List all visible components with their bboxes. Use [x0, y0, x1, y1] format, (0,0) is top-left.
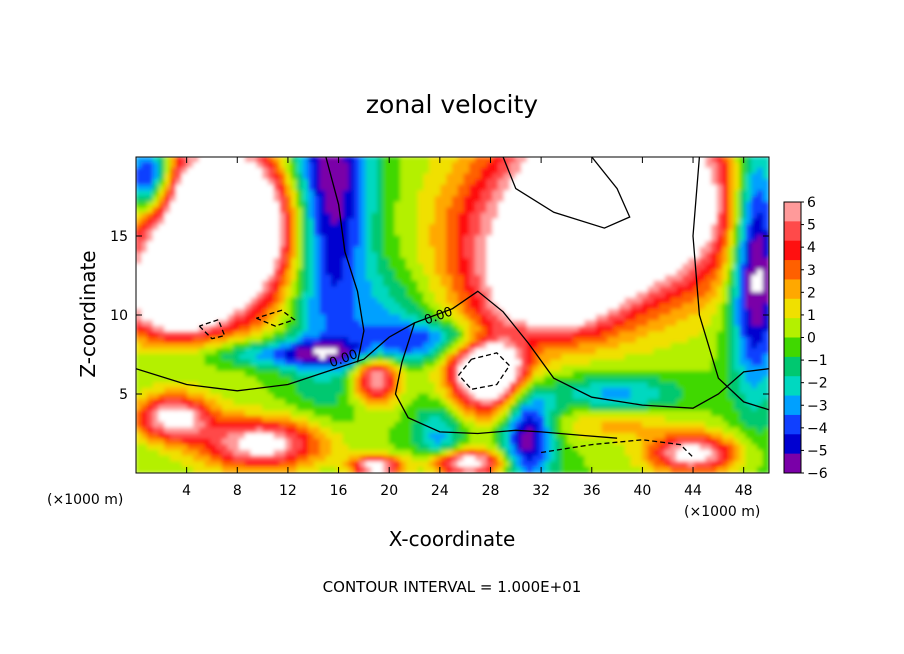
- colorbar-label: −1: [807, 353, 828, 369]
- zero-contour-lower-loop: [394, 322, 618, 439]
- colorbar-swatch: [784, 337, 801, 358]
- negative-contour-left-a: [198, 318, 226, 340]
- x-axis-label: X-coordinate: [389, 527, 516, 551]
- colorbar-swatch: [784, 395, 801, 416]
- contour-interval-note: CONTOUR INTERVAL = 1.000E+01: [323, 578, 582, 596]
- colorbar-label: −3: [807, 398, 828, 414]
- zero-contours: [136, 157, 769, 458]
- colorbar-swatch: [784, 453, 801, 474]
- colorbar-swatch: [784, 318, 801, 338]
- y-tick-label: 15: [110, 229, 128, 245]
- colorbar-swatch: [784, 279, 801, 300]
- negative-contour-bubble: [457, 352, 511, 391]
- y-tick-label: 5: [119, 387, 128, 403]
- y-tick-label: 10: [110, 308, 128, 324]
- colorbar-label: −5: [807, 443, 828, 459]
- colorbar-label: 2: [807, 285, 816, 301]
- x-unit-note-left: (×1000 m): [47, 492, 123, 508]
- x-unit-note-right: (×1000 m): [684, 504, 760, 520]
- colorbar-label: −4: [807, 421, 828, 437]
- x-tick-label: 48: [735, 483, 753, 499]
- colorbar-label: 0: [807, 331, 816, 347]
- colorbar: 6 5 4 3 2 1 0 −1 −2 −3 −4 −5 −6: [783, 195, 828, 482]
- colorbar-label: −2: [807, 376, 828, 392]
- colorbar-label: 5: [807, 218, 816, 234]
- colorbar-swatch: [784, 434, 801, 455]
- zero-contour-left-vertical: [325, 157, 365, 363]
- colorbar-swatch: [784, 414, 801, 435]
- colorbar-swatch: [784, 202, 801, 222]
- colorbar-swatch: [784, 376, 801, 397]
- x-tick-label: 32: [532, 483, 550, 499]
- negative-contour-lower-right: [540, 439, 694, 458]
- zero-contour-right-vertical: [692, 157, 769, 411]
- colorbar-label: 4: [807, 240, 816, 256]
- y-axis-ticks: 5 10 15: [110, 229, 769, 403]
- x-tick-label: 44: [684, 483, 702, 499]
- x-tick-label: 4: [182, 483, 191, 499]
- x-tick-label: 36: [583, 483, 601, 499]
- x-tick-label: 8: [233, 483, 242, 499]
- colorbar-label: 6: [807, 195, 816, 211]
- zero-contour-main: [136, 290, 769, 409]
- chart-title: zonal velocity: [366, 90, 538, 119]
- x-tick-label: 24: [431, 483, 449, 499]
- x-tick-label: 40: [633, 483, 651, 499]
- colorbar-label: −6: [807, 466, 828, 482]
- velocity-field: [136, 157, 769, 473]
- colorbar-label: 1: [807, 308, 816, 324]
- x-tick-label: 20: [380, 483, 398, 499]
- negative-contour-left-b: [256, 309, 296, 327]
- zero-contour-top-loop: [502, 157, 631, 229]
- colorbar-label: 3: [807, 263, 816, 279]
- colorbar-swatch: [784, 240, 801, 261]
- colorbar-swatch: [784, 221, 801, 242]
- x-tick-label: 12: [279, 483, 297, 499]
- x-tick-label: 16: [330, 483, 348, 499]
- x-axis-ticks: 4 8 12 16 20 24 28 32 36 40 44 48: [182, 157, 753, 499]
- colorbar-swatch: [784, 298, 801, 319]
- colorbar-swatch: [784, 260, 801, 280]
- colorbar-swatch: [784, 356, 801, 377]
- x-tick-label: 28: [482, 483, 500, 499]
- y-axis-label: Z-coordinate: [76, 250, 100, 377]
